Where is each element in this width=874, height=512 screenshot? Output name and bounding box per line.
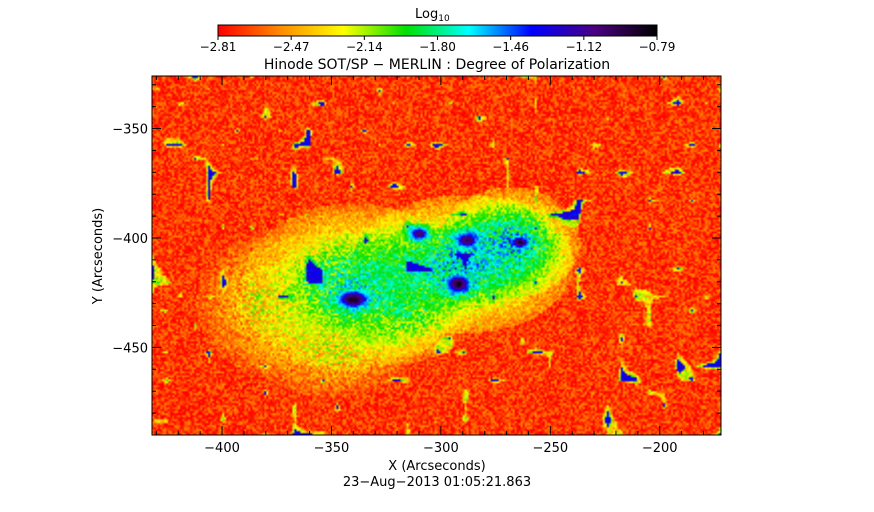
heatmap-image bbox=[152, 76, 721, 435]
colorbar-gradient bbox=[217, 24, 658, 37]
colorbar-tick-label: −2.14 bbox=[346, 40, 383, 54]
colorbar-tick-label: −1.46 bbox=[492, 40, 529, 54]
colorbar-tick-label: −1.80 bbox=[419, 40, 456, 54]
timestamp: 23−Aug−2013 01:05:21.863 bbox=[343, 475, 531, 490]
colorbar-ticks: −2.81 −2.47 −2.14 −1.80 −1.46 −1.12 −0.79 bbox=[200, 36, 676, 54]
colorbar-label-subscript: 10 bbox=[438, 14, 450, 24]
x-axis-ticks: −400 −350 −300 −250 −200 bbox=[155, 76, 704, 456]
y-axis-label: Y (Arcseconds) bbox=[91, 208, 106, 305]
plot-frame bbox=[151, 75, 722, 436]
colorbar: Log10 −2.81 −2.47 −2.14 −1.80 −1.46 −1.12 −0.7… bbox=[200, 7, 676, 54]
x-tick-label: −300 bbox=[423, 441, 459, 456]
colorbar-label-base: Log bbox=[415, 7, 438, 22]
x-tick-label: −250 bbox=[532, 441, 568, 456]
x-tick-label: −200 bbox=[642, 441, 678, 456]
y-axis-ticks: −350 −400 −450 bbox=[112, 84, 721, 436]
y-tick-label: −450 bbox=[112, 341, 148, 356]
x-axis-label: X (Arcseconds) bbox=[388, 459, 485, 474]
x-tick-label: −400 bbox=[204, 441, 240, 456]
colorbar-tick-label: −2.47 bbox=[273, 40, 310, 54]
chart-title: Hinode SOT/SP − MERLIN : Degree of Polar… bbox=[264, 57, 610, 73]
colorbar-tick-label: −0.79 bbox=[639, 40, 676, 54]
colorbar-tick-label: −2.81 bbox=[200, 40, 237, 54]
colorbar-label: Log10 bbox=[415, 7, 450, 24]
x-tick-label: −350 bbox=[314, 441, 350, 456]
heatmap-area bbox=[152, 76, 721, 435]
colorbar-tick-label: −1.12 bbox=[565, 40, 602, 54]
y-tick-label: −400 bbox=[112, 232, 148, 247]
y-tick-label: −350 bbox=[112, 123, 148, 138]
